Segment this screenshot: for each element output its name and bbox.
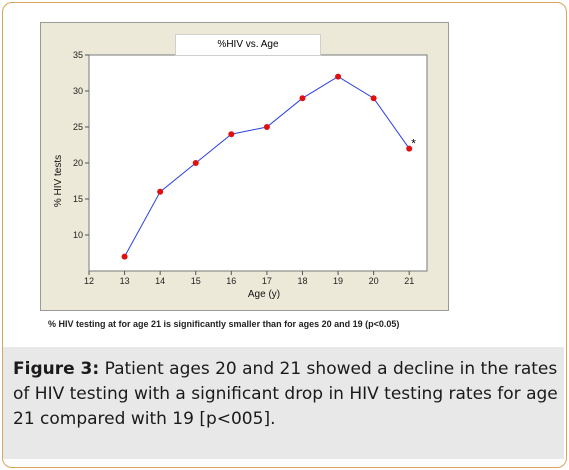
x-tick-label: 16 <box>226 276 236 286</box>
data-point <box>157 188 164 195</box>
caption-text: Patient ages 20 and 21 showed a decline … <box>13 359 558 429</box>
y-tick-label: 35 <box>73 50 83 60</box>
data-point <box>299 95 306 102</box>
figure-caption: Figure 3: Patient ages 20 and 21 showed … <box>13 357 558 432</box>
data-point <box>192 160 199 166</box>
chart-title: %HIV vs. Age <box>175 34 321 56</box>
y-tick-label: 10 <box>73 230 83 240</box>
y-tick-label: 30 <box>73 86 83 96</box>
x-tick-label: 12 <box>84 276 94 286</box>
x-tick-label: 15 <box>191 276 201 286</box>
x-axis-label: Age (y) <box>248 289 280 300</box>
x-tick-label: 21 <box>404 276 414 286</box>
x-tick-label: 14 <box>155 276 165 286</box>
caption-label: Figure 3: <box>13 359 100 379</box>
x-tick-label: 13 <box>120 276 130 286</box>
data-point <box>335 73 342 80</box>
significance-marker: * <box>411 137 416 151</box>
data-point <box>263 124 270 130</box>
data-point <box>121 253 128 260</box>
plot-area <box>88 54 428 272</box>
data-point <box>228 131 235 138</box>
data-point <box>406 145 413 152</box>
caption-band: Figure 3: Patient ages 20 and 21 showed … <box>3 347 564 459</box>
x-tick-label: 18 <box>297 276 307 286</box>
y-axis-label: % HIV tests <box>53 155 64 207</box>
x-tick-label: 17 <box>262 276 272 286</box>
figure-note: % HIV testing at for age 21 is significa… <box>48 319 400 329</box>
y-tick-label: 15 <box>73 194 83 204</box>
x-tick-label: 20 <box>369 276 379 286</box>
data-point <box>370 95 377 102</box>
x-tick-label: 19 <box>333 276 343 286</box>
y-tick-label: 25 <box>73 122 83 132</box>
y-tick-label: 20 <box>73 158 83 168</box>
